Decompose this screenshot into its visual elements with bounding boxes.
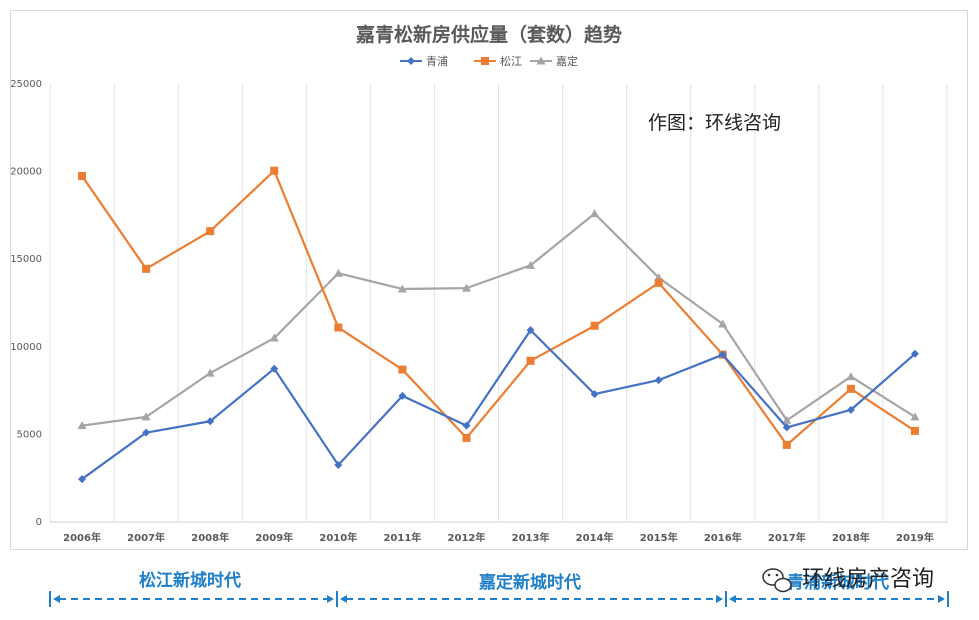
data-point (205, 368, 215, 377)
data-point (481, 57, 489, 65)
y-tick-label: 20000 (10, 167, 42, 178)
data-point (526, 356, 535, 365)
data-point (77, 421, 87, 430)
y-tick-label: 25000 (10, 79, 42, 90)
y-tick-label: 0 (36, 517, 42, 528)
x-tick-label: 2015年 (640, 531, 678, 544)
data-point (78, 475, 87, 484)
data-point (397, 284, 407, 293)
data-point (526, 260, 536, 269)
x-tick-label: 2014年 (576, 531, 614, 544)
data-point (910, 412, 920, 421)
x-tick-label: 2010年 (319, 531, 357, 544)
data-point (461, 283, 471, 292)
data-point (270, 364, 279, 373)
data-point (206, 417, 215, 426)
data-point (718, 350, 727, 359)
chart-title: 嘉青松新房供应量（套数）趋势 (355, 23, 622, 46)
data-point (142, 264, 151, 273)
data-point (782, 440, 791, 449)
data-point (270, 166, 279, 175)
data-point (718, 319, 728, 328)
data-point (142, 428, 151, 437)
grid (49, 84, 948, 523)
y-tick-label: 5000 (17, 429, 42, 440)
data-point (846, 405, 855, 414)
era-arrowhead (340, 595, 347, 603)
data-point (78, 171, 87, 180)
data-point (398, 391, 407, 400)
data-point (526, 326, 535, 335)
x-tick-label: 2006年 (63, 531, 101, 544)
legend-label: 青浦 (426, 55, 448, 68)
data-point (590, 321, 599, 330)
data-point (654, 376, 663, 385)
x-tick-label: 2009年 (255, 531, 293, 544)
data-point (407, 57, 415, 65)
data-point (333, 268, 343, 277)
data-point (206, 227, 215, 236)
y-tick-label: 10000 (10, 342, 42, 353)
era-timeline: 松江新城时代 嘉定新城时代 青浦新城时代 (49, 570, 949, 607)
era-label-songjiang: 松江新城时代 (139, 570, 241, 591)
wechat-watermark: 环线房产咨询 (762, 567, 934, 593)
data-point (590, 390, 599, 399)
x-tick-label: 2017年 (768, 531, 806, 544)
data-point (846, 372, 856, 381)
era-label-jiading: 嘉定新城时代 (478, 572, 581, 593)
data-point (910, 426, 919, 435)
data-point (141, 412, 151, 421)
era-arrowhead (53, 595, 60, 603)
series-青浦 (78, 326, 919, 484)
series-line (81, 212, 916, 427)
x-tick-label: 2018年 (832, 531, 870, 544)
data-point (462, 433, 471, 442)
legend-label: 松江 (500, 54, 522, 68)
series-line (81, 329, 916, 480)
legend-item: 嘉定 (530, 54, 578, 68)
watermark-text: 环线房产咨询 (802, 567, 934, 592)
x-axis: 2006年 2007年 2008年 2009年 2010年 2011年 2012年 2013年… (63, 531, 934, 544)
data-point (462, 421, 471, 430)
series-layer (77, 166, 920, 484)
data-point (846, 384, 855, 393)
data-point (590, 209, 600, 218)
legend-label: 嘉定 (556, 54, 578, 68)
data-point (910, 349, 919, 358)
x-tick-label: 2019年 (896, 531, 934, 544)
era-label-qingpu: 青浦新城时代 (787, 572, 889, 593)
wechat-icon (762, 568, 792, 593)
x-tick-label: 2013年 (512, 531, 550, 544)
data-point (269, 333, 279, 342)
era-arrowhead (716, 595, 723, 603)
legend-item: 松江 (474, 54, 522, 68)
x-tick-label: 2016年 (704, 531, 742, 544)
y-axis: 0 5000 10000 15000 20000 25000 (10, 79, 42, 528)
data-point (782, 423, 791, 432)
x-tick-label: 2011年 (383, 531, 421, 544)
data-point (536, 56, 546, 65)
era-arrowhead (327, 595, 334, 603)
chart-credit: 作图：环线咨询 (648, 112, 781, 134)
series-嘉定 (77, 209, 920, 430)
era-arrowhead (729, 595, 736, 603)
legend-item: 青浦 (400, 55, 448, 68)
series-line (81, 169, 916, 447)
data-point (398, 365, 407, 374)
legend: 青浦 松江 嘉定 (400, 54, 578, 68)
data-point (334, 461, 343, 470)
series-松江 (78, 166, 919, 449)
x-tick-label: 2008年 (191, 531, 229, 544)
x-tick-label: 2012年 (448, 531, 486, 544)
x-tick-label: 2007年 (127, 531, 165, 544)
era-arrowhead (938, 595, 945, 603)
y-tick-label: 15000 (10, 254, 42, 265)
data-point (782, 415, 792, 424)
data-point (654, 278, 663, 287)
data-point (334, 323, 343, 332)
